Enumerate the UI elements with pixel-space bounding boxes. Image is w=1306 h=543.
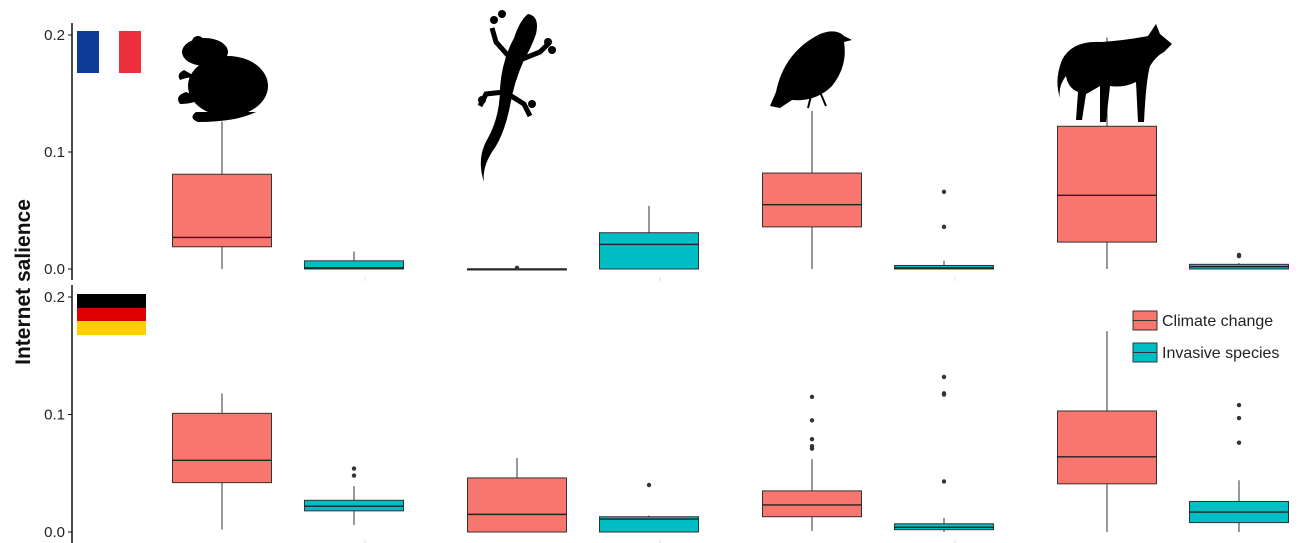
- box-germany-amphibians-climate: [172, 393, 272, 530]
- flag-germany: [77, 294, 146, 335]
- outlier-point: [351, 466, 357, 471]
- boxplot-marks: [172, 37, 1289, 533]
- legend-label-climate: Climate change: [1162, 313, 1273, 330]
- outlier-point: [941, 189, 947, 194]
- outlier-point: [809, 444, 815, 449]
- box-iqr: [762, 490, 862, 518]
- outlier-point: [514, 265, 520, 271]
- y-tick-label: 0.0: [44, 524, 65, 541]
- box-iqr: [172, 412, 272, 484]
- outlier-point: [646, 482, 652, 488]
- legend: Climate change Invasive species: [1132, 310, 1279, 363]
- outlier-point: [1236, 440, 1242, 445]
- box-iqr: [172, 173, 272, 248]
- box-france-reptiles-climate: [467, 265, 567, 271]
- box-iqr: [599, 232, 699, 270]
- flag-france: [77, 31, 141, 73]
- outlier-point: [941, 224, 947, 230]
- y-tick-label: 0.2: [44, 289, 65, 306]
- y-tick-label: 0.1: [44, 144, 65, 161]
- box-iqr: [599, 516, 699, 533]
- box-france-reptiles-invasive: [599, 205, 699, 270]
- outlier-point: [809, 436, 815, 442]
- legend-label-invasive: Invasive species: [1162, 345, 1279, 362]
- box-germany-amphibians-invasive: [304, 466, 404, 525]
- outlier-point: [351, 473, 357, 478]
- box-germany-birds-climate: [762, 394, 862, 531]
- box-france-mammals-invasive: [1189, 252, 1289, 270]
- outlier-point: [941, 479, 947, 484]
- box-germany-birds-invasive: [894, 374, 994, 532]
- y-tick-label: 0.1: [44, 407, 65, 424]
- box-france-birds-climate: [762, 111, 862, 269]
- wolf-icon: [1057, 24, 1172, 122]
- box-iqr: [762, 172, 862, 228]
- y-tick-label: 0.2: [44, 27, 65, 44]
- box-iqr: [304, 260, 404, 270]
- box-germany-reptiles-climate: [467, 457, 567, 533]
- box-germany-mammals-invasive: [1189, 402, 1289, 532]
- box-iqr: [467, 477, 567, 533]
- outlier-point: [1236, 402, 1242, 408]
- frog-icon: [178, 36, 268, 122]
- outlier-point: [941, 391, 947, 396]
- box-germany-mammals-climate: [1057, 331, 1157, 532]
- box-france-amphibians-climate: [172, 121, 272, 269]
- outlier-point: [809, 418, 815, 423]
- outlier-point: [1236, 415, 1242, 421]
- box-france-mammals-climate: [1057, 37, 1157, 269]
- outlier-point: [941, 374, 947, 380]
- gecko-icon: [477, 10, 556, 182]
- y-axis-ticks: 0.0 0.1 0.2 0.0 0.1 0.2: [44, 27, 72, 541]
- bird-icon: [770, 31, 852, 109]
- y-axis-title: Internet salience: [12, 199, 35, 365]
- box-iqr: [1057, 125, 1157, 243]
- y-tick-label: 0.0: [44, 261, 65, 278]
- box-germany-reptiles-invasive: [599, 482, 699, 533]
- outlier-point: [809, 394, 815, 400]
- box-france-amphibians-invasive: [304, 251, 404, 270]
- outlier-point: [1236, 252, 1242, 258]
- box-france-birds-invasive: [894, 189, 994, 270]
- box-iqr: [1057, 410, 1157, 485]
